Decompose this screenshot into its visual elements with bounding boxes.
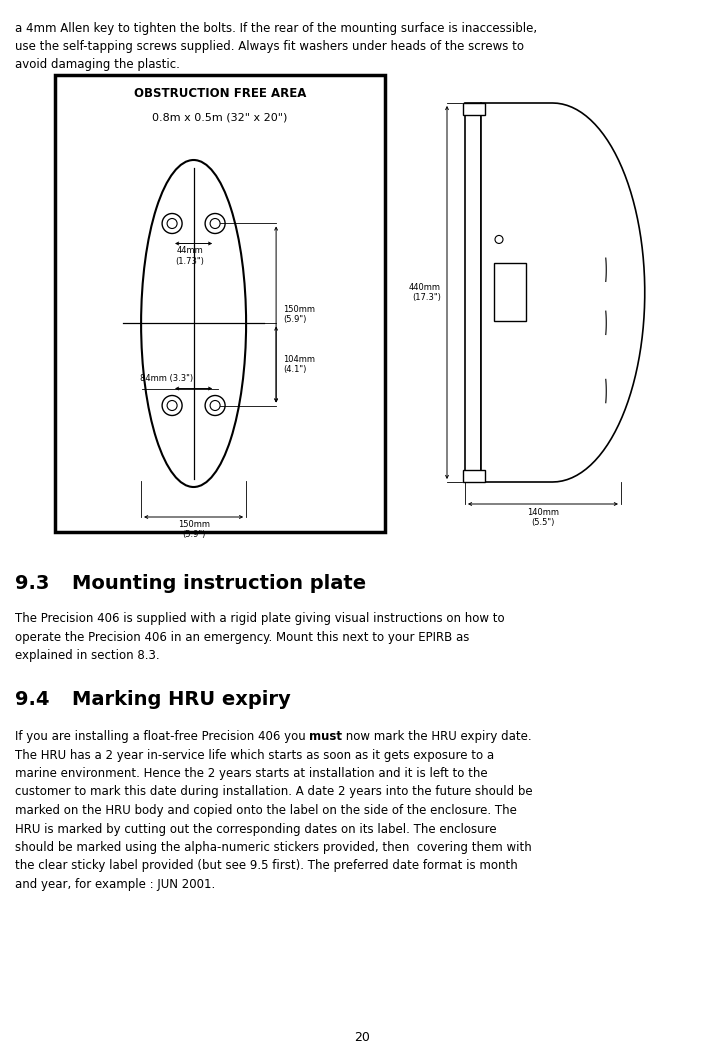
Circle shape (162, 213, 182, 234)
Text: 150mm
(5.9"): 150mm (5.9") (177, 520, 210, 539)
Text: 44mm
(1.73"): 44mm (1.73") (175, 246, 204, 266)
Text: avoid damaging the plastic.: avoid damaging the plastic. (15, 58, 180, 71)
Circle shape (167, 400, 177, 411)
Circle shape (162, 395, 182, 415)
Text: Marking HRU expiry: Marking HRU expiry (72, 690, 291, 709)
Circle shape (495, 236, 503, 243)
Bar (494, 263, 526, 322)
Bar (55, 75, 385, 532)
Text: 140mm
(5.5"): 140mm (5.5") (527, 508, 559, 528)
Circle shape (210, 400, 220, 411)
Ellipse shape (141, 160, 246, 487)
Text: Mounting instruction plate: Mounting instruction plate (72, 573, 366, 593)
Text: 20: 20 (354, 1031, 370, 1044)
Text: must: must (309, 730, 342, 743)
Text: 104mm
(4.1"): 104mm (4.1") (283, 355, 315, 374)
Text: The Precision 406 is supplied with a rigid plate giving visual instructions on h: The Precision 406 is supplied with a rig… (15, 612, 505, 662)
Text: 440mm
(17.3"): 440mm (17.3") (409, 282, 441, 303)
Text: OBSTRUCTION FREE AREA: OBSTRUCTION FREE AREA (134, 87, 306, 100)
Text: The HRU has a 2 year in-service life which starts as soon as it gets exposure to: The HRU has a 2 year in-service life whi… (15, 749, 533, 891)
Circle shape (205, 213, 225, 234)
Text: now mark the HRU expiry date.: now mark the HRU expiry date. (342, 730, 532, 743)
Text: 84mm (3.3"): 84mm (3.3") (140, 375, 193, 383)
Circle shape (210, 219, 220, 228)
Bar (463, 470, 485, 482)
Text: 9.4: 9.4 (15, 690, 49, 709)
Text: If you are installing a float-free Precision 406 you: If you are installing a float-free Preci… (15, 730, 309, 743)
Circle shape (205, 395, 225, 415)
PathPatch shape (481, 103, 645, 482)
Bar (463, 103, 485, 115)
Circle shape (167, 219, 177, 228)
Text: 0.8m x 0.5m (32" x 20"): 0.8m x 0.5m (32" x 20") (152, 113, 287, 123)
Text: 150mm
(5.9"): 150mm (5.9") (283, 305, 315, 324)
Text: use the self-tapping screws supplied. Always fit washers under heads of the scre: use the self-tapping screws supplied. Al… (15, 40, 524, 53)
Text: 9.3: 9.3 (15, 573, 49, 593)
Bar (465, 103, 481, 482)
Text: a 4mm Allen key to tighten the bolts. If the rear of the mounting surface is ina: a 4mm Allen key to tighten the bolts. If… (15, 22, 537, 35)
